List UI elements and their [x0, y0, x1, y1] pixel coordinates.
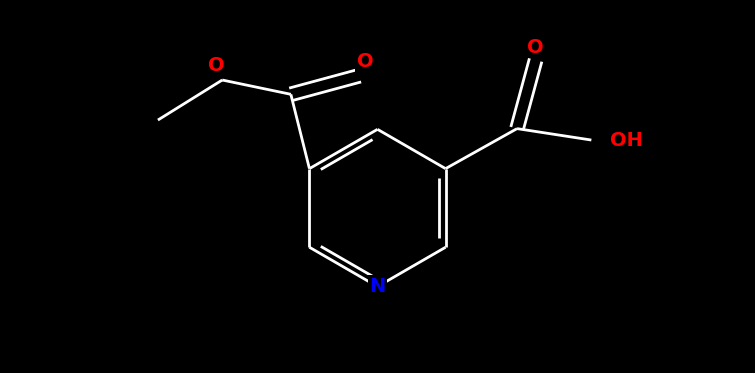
- Text: O: O: [357, 52, 374, 71]
- Text: N: N: [369, 277, 386, 296]
- Text: O: O: [208, 56, 225, 75]
- Text: OH: OH: [610, 131, 643, 150]
- Text: O: O: [527, 38, 544, 57]
